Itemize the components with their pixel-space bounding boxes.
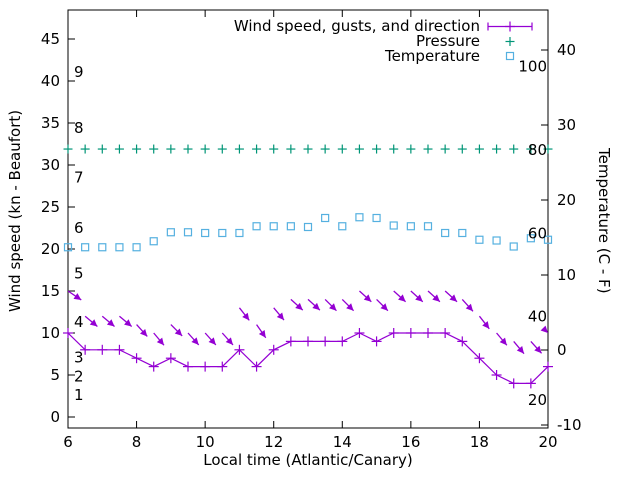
legend-label-pressure: Pressure xyxy=(415,32,480,50)
svg-text:40: 40 xyxy=(557,41,576,59)
svg-text:40: 40 xyxy=(41,72,60,90)
inner-beaufort-labels: 9 8 7 6 5 4 3 21 xyxy=(74,63,84,404)
svg-text:16: 16 xyxy=(401,433,420,451)
svg-text:20: 20 xyxy=(557,191,576,209)
y-axis-title-wind: Wind speed (kn - Beaufort) xyxy=(6,109,24,312)
legend-item-wind: Wind speed, gusts, and direction xyxy=(234,19,480,34)
svg-text:0: 0 xyxy=(50,408,60,426)
legend-label-wind: Wind speed, gusts, and direction xyxy=(233,17,480,35)
svg-text:9: 9 xyxy=(74,63,84,81)
svg-text:8: 8 xyxy=(74,119,84,137)
legend-item-temperature: Temperature xyxy=(234,49,480,64)
svg-text:1: 1 xyxy=(74,386,84,404)
svg-text:12: 12 xyxy=(264,433,283,451)
svg-text:5: 5 xyxy=(50,366,60,384)
gust-arrows xyxy=(68,290,548,355)
svg-text:20: 20 xyxy=(528,391,547,409)
svg-text:3: 3 xyxy=(74,348,84,366)
svg-text:10: 10 xyxy=(41,324,60,342)
inner-fahrenheit-labels: 100 80 60 40 20 xyxy=(518,58,547,409)
wind-markers xyxy=(63,328,553,389)
axis-ticks: 6 8 10 12 14 16 18 20051015202530354045-1001020… xyxy=(41,10,582,451)
svg-text:10: 10 xyxy=(196,433,215,451)
svg-text:7: 7 xyxy=(74,169,84,187)
svg-text:2: 2 xyxy=(74,368,84,386)
svg-text:30: 30 xyxy=(557,116,576,134)
legend: Wind speed, gusts, and direction Pressur… xyxy=(234,19,480,64)
svg-text:30: 30 xyxy=(41,156,60,174)
x-axis-title: Local time (Atlantic/Canary) xyxy=(203,451,413,469)
svg-text:45: 45 xyxy=(41,30,60,48)
legend-samples xyxy=(487,21,533,61)
svg-text:5: 5 xyxy=(74,264,84,282)
svg-text:0: 0 xyxy=(557,341,567,359)
svg-text:20: 20 xyxy=(41,240,60,258)
temperature-series xyxy=(63,213,553,252)
svg-text:6: 6 xyxy=(63,433,73,451)
svg-text:80: 80 xyxy=(528,141,547,159)
svg-text:8: 8 xyxy=(132,433,142,451)
legend-item-pressure: Pressure xyxy=(234,34,480,49)
legend-label-temperature: Temperature xyxy=(384,47,480,65)
svg-text:-10: -10 xyxy=(557,416,582,434)
y-axis-title-temperature: Temperature (C - F) xyxy=(595,148,613,294)
svg-text:4: 4 xyxy=(74,313,84,331)
svg-text:18: 18 xyxy=(470,433,489,451)
svg-text:10: 10 xyxy=(557,266,576,284)
svg-text:25: 25 xyxy=(41,198,60,216)
svg-text:60: 60 xyxy=(528,224,547,242)
svg-text:35: 35 xyxy=(41,114,60,132)
svg-text:40: 40 xyxy=(528,308,547,326)
svg-text:20: 20 xyxy=(538,433,557,451)
svg-text:14: 14 xyxy=(333,433,352,451)
svg-text:6: 6 xyxy=(74,219,84,237)
svg-text:100: 100 xyxy=(518,58,547,76)
svg-text:15: 15 xyxy=(41,282,60,300)
pressure-series xyxy=(63,144,553,154)
plot-border xyxy=(67,9,549,429)
